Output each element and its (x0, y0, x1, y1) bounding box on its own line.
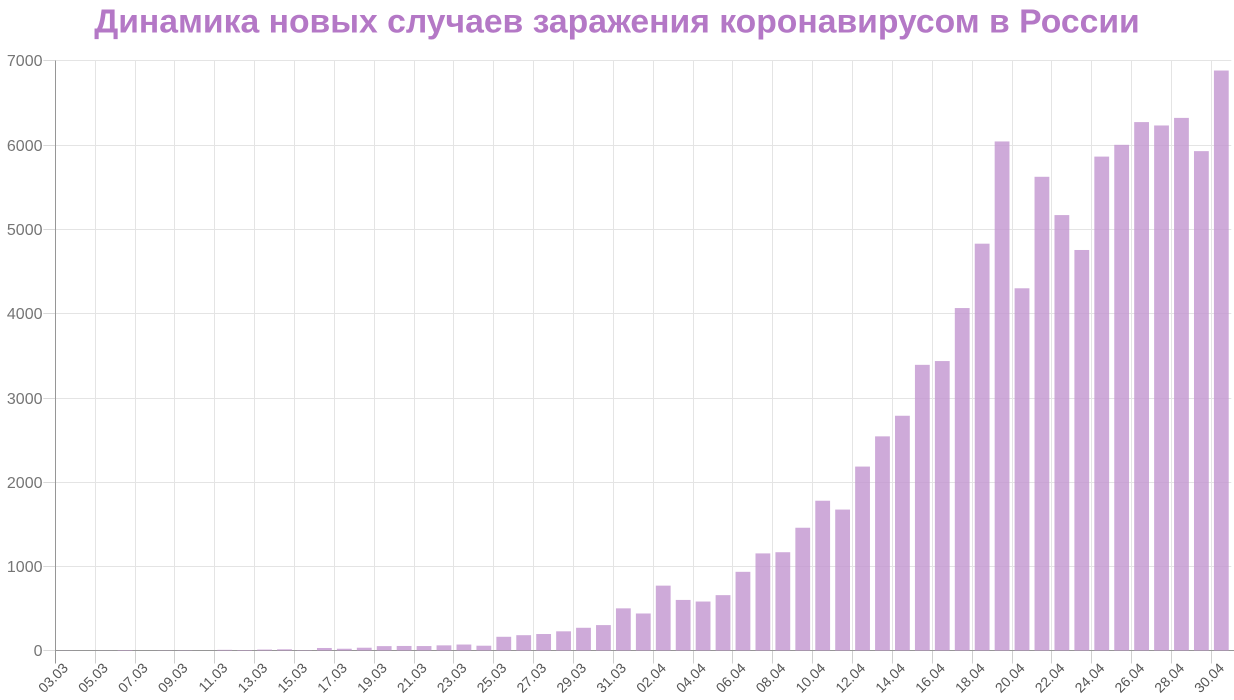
svg-text:5000: 5000 (7, 222, 43, 239)
svg-text:Динамика новых случаев заражен: Динамика новых случаев заражения коронав… (94, 3, 1140, 41)
svg-text:2000: 2000 (7, 475, 43, 492)
svg-text:3000: 3000 (7, 391, 43, 408)
svg-text:0: 0 (34, 643, 43, 660)
svg-text:1000: 1000 (7, 559, 43, 576)
svg-text:6000: 6000 (7, 138, 43, 155)
svg-text:4000: 4000 (7, 306, 43, 323)
svg-text:7000: 7000 (7, 53, 43, 70)
